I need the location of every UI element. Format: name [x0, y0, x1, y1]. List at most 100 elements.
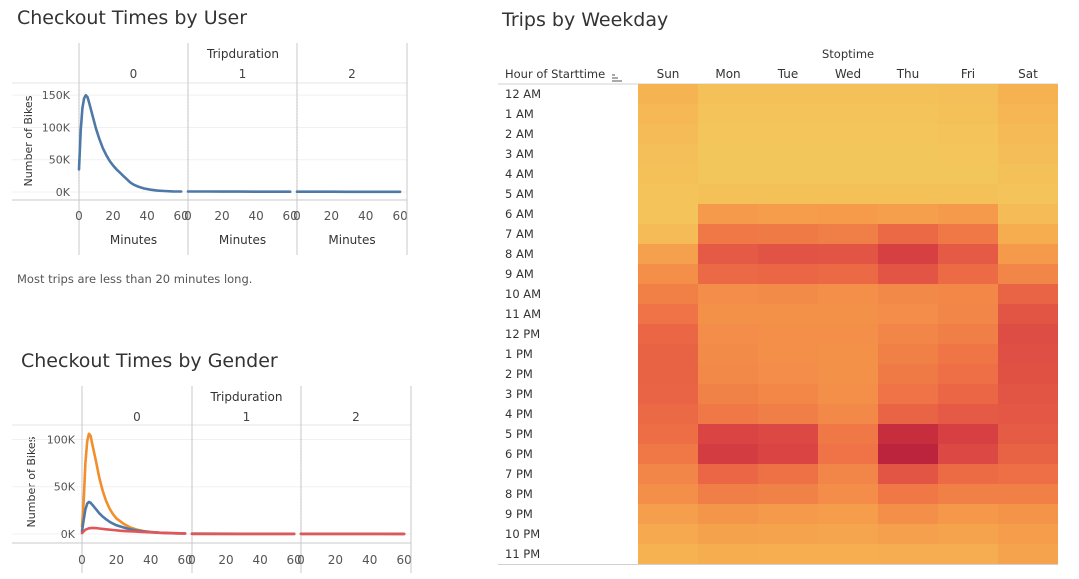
y-tick-label: 100K	[42, 121, 71, 134]
row-label: 1 AM	[505, 107, 534, 121]
heatmap-cell	[878, 424, 938, 444]
heatmap-cell	[938, 104, 998, 124]
heatmap-cell	[758, 344, 818, 364]
row-label: 7 AM	[505, 227, 534, 241]
series-line-0-panel-0	[80, 432, 187, 535]
heatmap-cell	[698, 144, 758, 164]
heatmap-cell	[758, 484, 818, 504]
heatmap-cell	[878, 384, 938, 404]
heatmap-cell	[878, 464, 938, 484]
heatmap-cell	[638, 444, 698, 464]
panel-label: 0	[133, 410, 141, 424]
x-tick-label: 0	[297, 553, 305, 567]
panel-label: 1	[243, 410, 251, 424]
heatmap-cell	[698, 404, 758, 424]
heatmap-cell	[938, 444, 998, 464]
x-axis-title: Minutes	[219, 233, 266, 247]
heatmap-cell	[878, 484, 938, 504]
heatmap-cell	[998, 284, 1058, 304]
x-tick-label: 0	[188, 553, 196, 567]
heatmap-cell	[758, 164, 818, 184]
heatmap-cell	[638, 364, 698, 384]
heatmap-cell	[698, 544, 758, 564]
series-line-0-panel-0	[77, 93, 183, 193]
heatmap-cell	[938, 344, 998, 364]
x-tick-label: 20	[218, 553, 233, 567]
y-tick-label: 50K	[54, 481, 76, 494]
heatmap-cell	[698, 104, 758, 124]
heatmap-cell	[878, 264, 938, 284]
heatmap-cell	[938, 524, 998, 544]
heatmap-cell	[758, 464, 818, 484]
heatmap-cell	[818, 424, 878, 444]
heatmap-cell	[938, 204, 998, 224]
heatmap-cell	[878, 284, 938, 304]
heatmap-cell	[938, 464, 998, 484]
y-axis-title: Number of Bikes	[25, 436, 38, 527]
series-line-2-panel-0	[80, 526, 187, 535]
x-tick-label: 40	[248, 209, 263, 223]
row-label: 5 PM	[505, 427, 533, 441]
heatmap-cell	[758, 544, 818, 564]
heatmap-cell	[938, 324, 998, 344]
heatmap-cell	[878, 524, 938, 544]
x-tick-label: 20	[109, 553, 124, 567]
heatmap-cell	[878, 184, 938, 204]
heatmap-cell	[938, 224, 998, 244]
column-label-thu: Thu	[896, 67, 920, 81]
heatmap-cell	[638, 284, 698, 304]
row-label: 6 AM	[505, 207, 534, 221]
heatmap-cell	[818, 384, 878, 404]
heatmap-cell	[878, 404, 938, 424]
heatmap-cell	[998, 124, 1058, 144]
heatmap-cell	[698, 384, 758, 404]
heatmap-cell	[698, 504, 758, 524]
heatmap-cell	[878, 324, 938, 344]
heatmap-cell	[878, 144, 938, 164]
heatmap-cell	[998, 524, 1058, 544]
y-axis-title: Number of Bikes	[22, 95, 35, 186]
heatmap-cell	[938, 264, 998, 284]
heatmap-cell	[758, 204, 818, 224]
heatmap-cell	[638, 204, 698, 224]
row-label: 4 PM	[505, 407, 533, 421]
heatmap-cell	[698, 444, 758, 464]
x-tick-label: 40	[143, 553, 158, 567]
x-tick-label: 60	[396, 553, 411, 567]
column-label-fri: Fri	[961, 67, 975, 81]
heatmap-cell	[698, 344, 758, 364]
row-label: 12 PM	[505, 327, 540, 341]
heatmap-cell	[698, 464, 758, 484]
x-tick-label: 40	[358, 209, 373, 223]
heatmap-cell	[938, 404, 998, 424]
x-tick-label: 40	[139, 209, 154, 223]
heatmap-cell	[818, 484, 878, 504]
heatmap-cell	[878, 204, 938, 224]
heatmap-cell	[938, 384, 998, 404]
row-label: 2 PM	[505, 367, 533, 381]
heatmap-cell	[698, 244, 758, 264]
heatmap-cell	[698, 424, 758, 444]
heatmap-cell	[758, 104, 818, 124]
column-label-tue: Tue	[777, 67, 799, 81]
heatmap-cell	[818, 464, 878, 484]
panel-label: 0	[130, 67, 138, 81]
sort-icon[interactable]	[611, 68, 623, 82]
heatmap-cell	[758, 524, 818, 544]
heatmap-cell	[938, 124, 998, 144]
heatmap-cell	[878, 124, 938, 144]
heatmap-cell	[818, 524, 878, 544]
heatmap-cell	[818, 224, 878, 244]
x-tick-label: 0	[75, 209, 83, 223]
heatmap-cell	[758, 144, 818, 164]
heatmap-cell	[998, 244, 1058, 264]
heatmap-cell	[638, 544, 698, 564]
heatmap-cell	[998, 164, 1058, 184]
heatmap-cell	[998, 84, 1058, 104]
heatmap-cell	[998, 544, 1058, 564]
row-label: 5 AM	[505, 187, 534, 201]
x-tick-label: 0	[293, 209, 301, 223]
heatmap-cell	[638, 344, 698, 364]
row-label: 8 PM	[505, 487, 533, 501]
heatmap-cell	[638, 164, 698, 184]
